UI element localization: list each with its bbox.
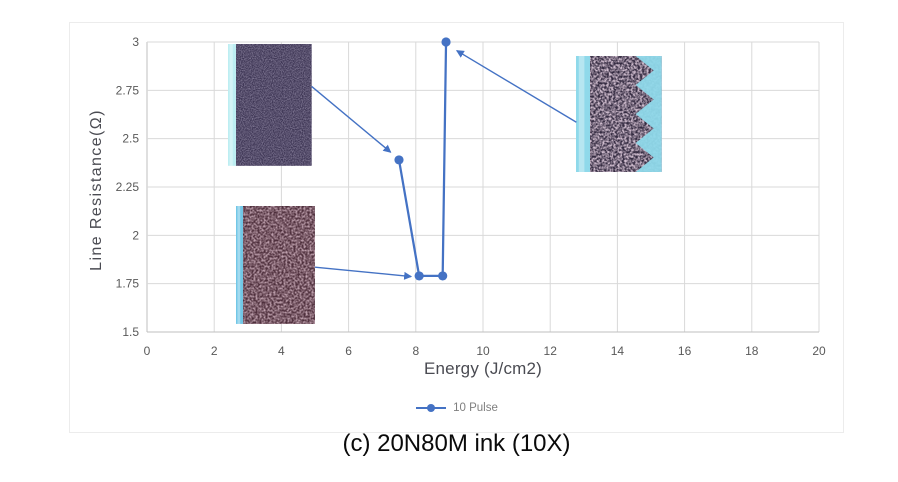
y-tick-label: 1.5: [122, 325, 139, 339]
data-point: [438, 271, 448, 281]
x-tick-label: 12: [544, 344, 558, 358]
y-tick-label: 2: [132, 228, 139, 242]
inset-a-image: [227, 43, 312, 166]
substrate-jagged-edge: [636, 55, 663, 172]
inset-micrograph-ablated-film: [576, 55, 663, 172]
y-axis-title: Line Resistance(Ω): [88, 109, 105, 271]
data-point: [394, 155, 404, 165]
y-tick-label: 3: [132, 35, 139, 49]
inset-micrograph-speckled-film: [235, 206, 315, 325]
inset-micrograph-smooth-film: [227, 43, 312, 166]
arrow-to-point-9: [455, 50, 577, 123]
x-tick-label: 2: [211, 344, 218, 358]
legend-label: 10 Pulse: [453, 402, 498, 414]
x-tick-label: 10: [476, 344, 490, 358]
x-tick-label: 20: [812, 344, 826, 358]
y-tick-label: 2.75: [116, 83, 140, 97]
x-tick-label: 16: [678, 344, 692, 358]
y-tick-label: 1.75: [116, 277, 140, 291]
arrow-to-point-8p1: [314, 266, 413, 280]
substrate-edge: [576, 55, 591, 172]
inset-c-image: [576, 55, 663, 172]
x-tick-label: 4: [278, 344, 285, 358]
x-tick-label: 14: [611, 344, 625, 358]
inset-b-image: [235, 206, 315, 325]
data-point: [414, 271, 424, 281]
legend: 10 Pulse: [69, 402, 844, 414]
x-tick-label: 8: [412, 344, 419, 358]
data-point: [441, 37, 451, 47]
legend-line-marker-icon: [416, 404, 447, 412]
ink-film-texture: [242, 206, 315, 325]
ink-film-texture: [235, 43, 312, 166]
substrate-edge: [227, 43, 236, 166]
series-line: [397, 41, 448, 278]
substrate-edge: [235, 206, 243, 325]
y-tick-label: 2.5: [122, 132, 139, 146]
arrow-to-point-7p5: [311, 85, 392, 153]
y-tick-label: 2.25: [116, 180, 140, 194]
figure-caption: (c) 20N80M ink (10X): [342, 430, 571, 457]
x-axis-title: Energy (J/cm2): [423, 359, 543, 378]
x-tick-label: 6: [345, 344, 352, 358]
x-tick-label: 18: [745, 344, 759, 358]
x-tick-label: 0: [144, 344, 151, 358]
